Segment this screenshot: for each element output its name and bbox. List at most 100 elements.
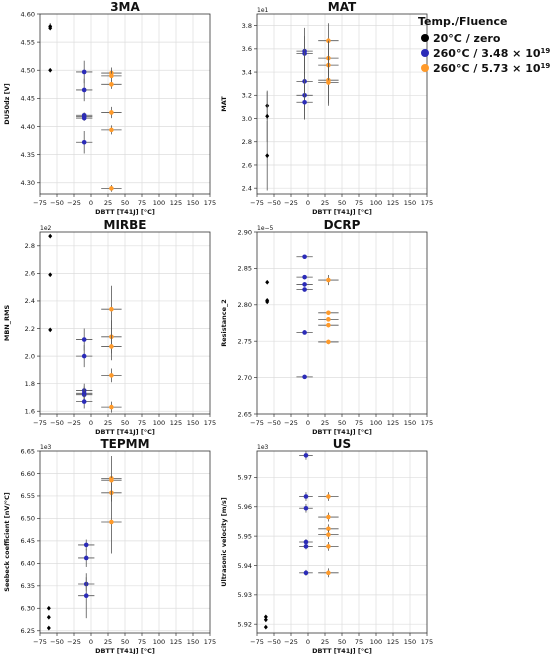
chart-panel-3ma: −75 −50 −25 0 25 50 75 100 125 150 175 4.30 4.35 4.40…	[3, 0, 216, 216]
y-tick-label: 6.65	[21, 447, 35, 455]
x-axis-label: DBTT [T41J] [°C]	[95, 647, 155, 654]
x-tick-label: −25	[67, 419, 81, 427]
y-tick-label: 6.40	[21, 560, 35, 568]
y-tick-label: 6.35	[21, 582, 35, 590]
data-point	[81, 353, 87, 359]
x-tick-label: 175	[204, 638, 216, 646]
x-tick-label: 0	[89, 199, 93, 207]
data-point	[48, 272, 53, 278]
x-tick-label: 100	[153, 419, 165, 427]
y-tick-label: 2.8	[242, 138, 252, 146]
x-tick-label: 50	[121, 638, 129, 646]
data-point	[109, 186, 114, 191]
y-tick-label: 2.8	[25, 242, 35, 250]
x-tick-label: −75	[33, 638, 47, 646]
axis-multiplier: 1e1	[257, 7, 269, 14]
x-tick-label: 75	[138, 199, 146, 207]
data-point	[263, 617, 268, 623]
x-axis-label: DBTT [T41J] [°C]	[95, 208, 155, 216]
x-tick-label: 150	[187, 199, 199, 207]
legend-label: 260°C / 3.48 × 1019	[433, 47, 550, 60]
x-tick-label: 0	[89, 638, 93, 646]
data-point	[81, 399, 87, 404]
y-tick-label: 5.93	[238, 591, 252, 599]
x-tick-label: 75	[355, 638, 363, 646]
y-tick-label: 5.95	[238, 532, 252, 540]
axis-multiplier: 1e3	[257, 444, 269, 451]
data-point	[302, 374, 307, 380]
data-point	[326, 310, 331, 316]
data-point	[46, 605, 51, 611]
y-tick-label: 6.55	[21, 492, 35, 500]
x-tick-label: 50	[338, 638, 346, 646]
x-tick-label: 25	[104, 419, 112, 427]
x-tick-label: 75	[355, 199, 363, 207]
x-tick-label: 175	[421, 419, 433, 427]
data-point	[109, 82, 114, 87]
y-tick-label: 5.94	[238, 562, 252, 570]
y-tick-label: 2.2	[25, 325, 35, 333]
chart-title: 3MA	[110, 0, 140, 14]
y-tick-label: 4.35	[21, 151, 35, 159]
x-tick-label: −75	[250, 638, 264, 646]
axis-multiplier: 1e−5	[257, 225, 274, 232]
data-point	[83, 542, 89, 548]
x-tick-label: −75	[250, 199, 264, 207]
data-point	[326, 322, 331, 328]
x-tick-label: 25	[321, 419, 329, 427]
x-tick-label: 50	[338, 199, 346, 207]
data-point	[81, 139, 87, 145]
x-tick-label: 50	[121, 419, 129, 427]
x-axis-label: DBTT [T41J] [°C]	[312, 647, 372, 654]
legend-entry: 20°C / zero	[421, 32, 501, 45]
x-tick-label: 0	[306, 419, 310, 427]
x-tick-label: 125	[170, 419, 182, 427]
x-tick-label: −25	[67, 199, 81, 207]
y-tick-label: 3.0	[242, 115, 252, 123]
data-point	[81, 115, 87, 121]
x-tick-label: −50	[267, 199, 281, 207]
x-axis-label: DBTT [T41J] [°C]	[95, 428, 155, 436]
x-tick-label: 175	[421, 638, 433, 646]
data-point	[302, 330, 307, 335]
x-tick-label: −50	[50, 419, 64, 427]
legend-label: 20°C / zero	[433, 32, 501, 45]
y-tick-label: 4.60	[21, 10, 35, 18]
legend-label: 260°C / 5.73 × 1019	[433, 62, 550, 75]
x-tick-label: 125	[387, 419, 399, 427]
x-tick-label: 175	[204, 419, 216, 427]
data-point	[46, 614, 51, 620]
x-tick-label: 25	[104, 638, 112, 646]
y-tick-label: 5.97	[238, 474, 252, 482]
data-point	[326, 526, 331, 532]
x-tick-label: 50	[338, 419, 346, 427]
data-point	[265, 279, 270, 285]
chart-panel-mirbe: −75 −50 −25 0 25 50 75 100 125 150 175 1.6 1.8 2.0 2.2…	[3, 218, 216, 436]
y-tick-label: 6.25	[21, 627, 35, 635]
y-tick-label: 2.0	[25, 352, 35, 360]
x-tick-label: 150	[404, 638, 416, 646]
data-point	[326, 532, 331, 537]
data-point	[326, 80, 331, 85]
x-tick-label: −50	[267, 419, 281, 427]
legend-marker	[421, 64, 429, 72]
data-point	[109, 306, 114, 312]
panels: −75 −50 −25 0 25 50 75 100 125 150 1754.304.354.40…	[3, 0, 433, 654]
data-point	[109, 373, 114, 378]
data-point	[109, 127, 114, 133]
data-point	[326, 514, 331, 520]
x-tick-label: −25	[67, 638, 81, 646]
y-tick-label: 1.6	[25, 408, 35, 416]
y-axis-label: Resistance_2	[220, 299, 228, 347]
chart-title: DCRP	[324, 218, 361, 232]
x-tick-label: −75	[33, 419, 47, 427]
y-tick-label: 6.30	[21, 605, 35, 613]
y-tick-label: 2.90	[238, 228, 252, 236]
y-tick-label: 2.4	[25, 297, 35, 305]
data-point	[326, 339, 331, 345]
data-point	[48, 25, 53, 31]
chart-title: MIRBE	[104, 218, 147, 232]
data-point	[109, 477, 114, 483]
data-point	[326, 277, 331, 283]
